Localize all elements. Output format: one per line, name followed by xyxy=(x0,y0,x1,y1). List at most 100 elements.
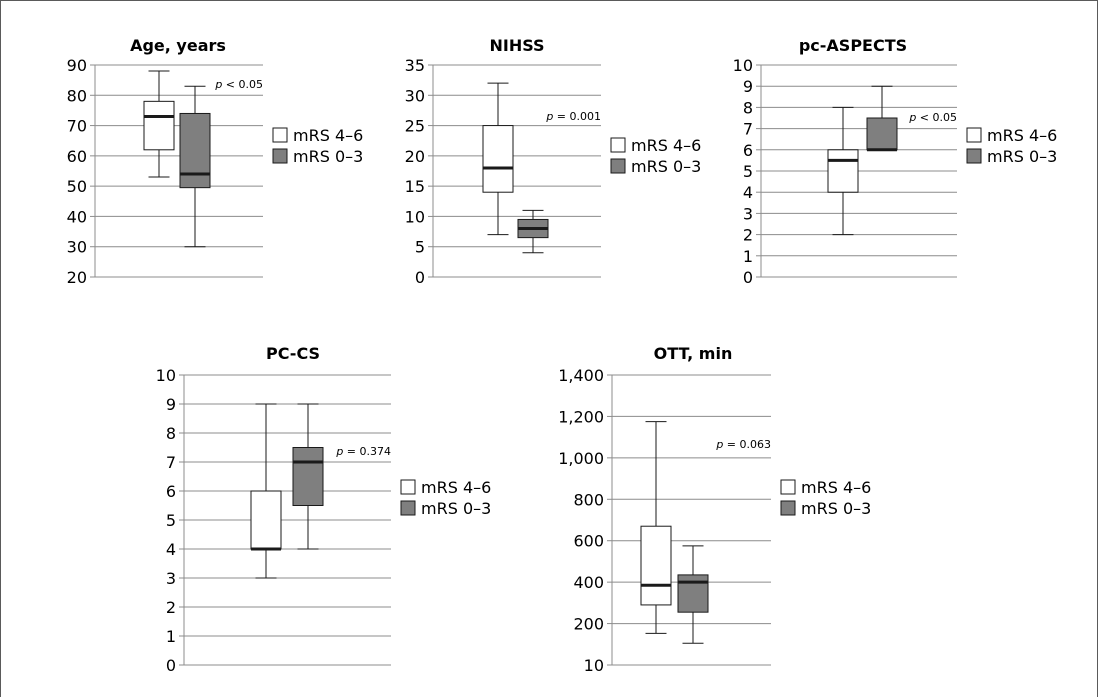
legend-swatch-mrs-4-6 xyxy=(400,479,416,495)
tick-label: 60 xyxy=(67,147,87,166)
box-iqr xyxy=(143,100,175,151)
tick-label: 10 xyxy=(584,656,604,675)
chart-pc-cs: PC-CS 0 1 2 3 4 5 6 7 8 9 10 p = 0.374 mRS 4–6 mRS 0–3 xyxy=(156,344,492,675)
legend-label-mrs-4-6: mRS 4–6 xyxy=(421,478,491,497)
legend-swatch-mrs-4-6 xyxy=(610,137,626,153)
p-value-symbol: p xyxy=(715,438,723,451)
chart-title: Age, years xyxy=(130,36,226,55)
legend-label-mrs-0-3: mRS 0–3 xyxy=(631,157,701,176)
tick-label: 1 xyxy=(166,627,176,646)
tick-label: 40 xyxy=(67,207,87,226)
legend-label-mrs-4-6: mRS 4–6 xyxy=(987,126,1057,145)
legend-label-mrs-4-6: mRS 4–6 xyxy=(293,126,363,145)
chart-title: OTT, min xyxy=(654,344,733,363)
box-iqr xyxy=(292,447,324,506)
tick-label: 90 xyxy=(67,56,87,75)
legend-swatch-mrs-4-6 xyxy=(966,127,982,143)
legend-swatch-mrs-0-3 xyxy=(610,158,626,174)
legend-swatch-mrs-0-3 xyxy=(272,148,288,164)
tick-label: 5 xyxy=(415,238,425,257)
tick-label: 30 xyxy=(67,238,87,257)
legend-label-mrs-4-6: mRS 4–6 xyxy=(801,478,871,497)
tick-label: 9 xyxy=(743,77,753,96)
chart-age-years: Age, years 20 30 40 50 60 70 80 90 p < 0.05 mRS 4–… xyxy=(67,36,364,287)
tick-label: 10 xyxy=(156,366,176,385)
p-value-text: < 0.05 xyxy=(916,111,957,124)
p-value-symbol: p xyxy=(908,111,916,124)
box-mrs-4-6 xyxy=(143,70,175,178)
box-iqr xyxy=(482,125,514,193)
legend-label-mrs-4-6: mRS 4–6 xyxy=(631,136,701,155)
legend-label-mrs-0-3: mRS 0–3 xyxy=(801,499,871,518)
p-value-annotation: p = 0.374 xyxy=(335,445,391,458)
tick-label: 9 xyxy=(166,395,176,414)
tick-label: 3 xyxy=(743,204,753,223)
box-mrs-4-6 xyxy=(827,106,859,236)
tick-label: 1,000 xyxy=(558,449,604,468)
box-mrs-4-6 xyxy=(482,82,514,236)
tick-label: 2 xyxy=(743,226,753,245)
legend-swatch-mrs-4-6 xyxy=(272,127,288,143)
chart-title: NIHSS xyxy=(489,36,544,55)
tick-label: 5 xyxy=(743,162,753,181)
legend-swatch-mrs-0-3 xyxy=(966,148,982,164)
tick-label: 4 xyxy=(743,183,753,202)
legend-label-mrs-0-3: mRS 0–3 xyxy=(987,147,1057,166)
box-iqr xyxy=(677,574,709,613)
p-value-annotation: p = 0.001 xyxy=(545,110,601,123)
chart-title: pc-ASPECTS xyxy=(799,36,907,55)
tick-label: 8 xyxy=(166,424,176,443)
p-value-text: = 0.001 xyxy=(553,110,601,123)
tick-label: 0 xyxy=(743,268,753,287)
tick-label: 6 xyxy=(166,482,176,501)
chart-nihss: NIHSS 0 5 10 15 20 25 30 35 p = 0.001 mRS 4–6 mRS 0… xyxy=(405,36,702,287)
p-value-symbol: p xyxy=(214,78,222,91)
tick-label: 10 xyxy=(405,207,425,226)
box-iqr xyxy=(179,112,211,189)
tick-label: 15 xyxy=(405,177,425,196)
tick-label: 1,200 xyxy=(558,407,604,426)
box-mrs-0-3 xyxy=(179,85,211,248)
box-mrs-0-3 xyxy=(517,209,549,254)
p-value-text: < 0.05 xyxy=(222,78,263,91)
p-value-annotation: p < 0.05 xyxy=(908,111,957,124)
tick-label: 25 xyxy=(405,117,425,136)
tick-label: 2 xyxy=(166,598,176,617)
tick-label: 50 xyxy=(67,177,87,196)
box-iqr xyxy=(640,525,672,606)
tick-label: 800 xyxy=(573,490,604,509)
tick-label: 10 xyxy=(733,56,753,75)
p-value-annotation: p < 0.05 xyxy=(214,78,263,91)
box-mrs-0-3 xyxy=(866,85,898,152)
tick-label: 5 xyxy=(166,511,176,530)
box-iqr xyxy=(250,490,282,550)
tick-label: 400 xyxy=(573,573,604,592)
tick-label: 20 xyxy=(405,147,425,166)
tick-label: 80 xyxy=(67,86,87,105)
tick-label: 7 xyxy=(743,120,753,139)
box-iqr xyxy=(827,149,859,193)
p-value-symbol: p xyxy=(545,110,553,123)
tick-label: 3 xyxy=(166,569,176,588)
box-mrs-0-3 xyxy=(677,545,709,644)
tick-label: 0 xyxy=(166,656,176,675)
tick-label: 600 xyxy=(573,532,604,551)
chart-pc-aspects: pc-ASPECTS 0 1 2 3 4 5 6 7 8 9 10 p < 0.05 mRS 4–6 mRS… xyxy=(733,36,1058,287)
legend-label-mrs-0-3: mRS 0–3 xyxy=(293,147,363,166)
tick-label: 6 xyxy=(743,141,753,160)
legend-swatch-mrs-0-3 xyxy=(780,500,796,516)
box-mrs-4-6 xyxy=(640,421,672,634)
tick-label: 200 xyxy=(573,615,604,634)
tick-label: 30 xyxy=(405,86,425,105)
legend-label-mrs-0-3: mRS 0–3 xyxy=(421,499,491,518)
chart-ott-min: OTT, min 10 200 400 600 800 1,000 1,200 1,400 p =… xyxy=(558,344,871,675)
tick-label: 1,400 xyxy=(558,366,604,385)
box-iqr xyxy=(866,117,898,151)
chart-title: PC-CS xyxy=(266,344,320,363)
p-value-text: = 0.063 xyxy=(723,438,771,451)
tick-label: 1 xyxy=(743,247,753,266)
tick-label: 20 xyxy=(67,268,87,287)
tick-label: 7 xyxy=(166,453,176,472)
